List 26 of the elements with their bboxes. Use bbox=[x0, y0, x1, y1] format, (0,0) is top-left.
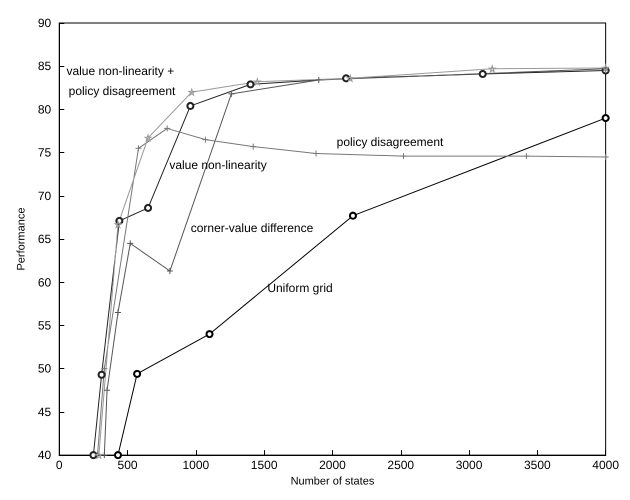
x-tick-label: 3500 bbox=[524, 458, 552, 472]
y-tick-label: 75 bbox=[38, 146, 52, 160]
y-tick-label: 80 bbox=[38, 102, 52, 116]
x-tick-label: 3000 bbox=[456, 458, 483, 472]
x-axis-title: Number of states bbox=[290, 476, 375, 488]
x-tick-label: 500 bbox=[118, 458, 138, 472]
y-tick-label: 65 bbox=[38, 232, 52, 246]
y-axis-title: Performance bbox=[16, 208, 28, 271]
series-label: Uniform grid bbox=[267, 281, 333, 295]
y-tick-label: 40 bbox=[38, 448, 52, 462]
x-tick-label: 1000 bbox=[182, 458, 210, 472]
x-tick-label: 2500 bbox=[387, 458, 414, 472]
y-tick-label: 70 bbox=[38, 188, 52, 203]
series-label: value non-linearity + policy disagreement bbox=[66, 64, 178, 98]
x-tick-label: 0 bbox=[56, 458, 63, 472]
y-tick-label: 85 bbox=[38, 59, 52, 74]
x-tick-label: 4000 bbox=[592, 458, 620, 472]
y-tick-label: 90 bbox=[38, 16, 52, 30]
y-tick-label: 60 bbox=[38, 275, 52, 290]
x-tick-label: 1500 bbox=[250, 458, 278, 472]
x-tick-label: 2000 bbox=[319, 458, 346, 472]
y-tick-label: 55 bbox=[38, 318, 52, 332]
y-tick-label: 45 bbox=[38, 404, 52, 419]
series-label: policy disagreement bbox=[336, 135, 444, 149]
series-label: corner-value difference bbox=[190, 221, 314, 235]
y-tick-label: 50 bbox=[38, 362, 52, 376]
